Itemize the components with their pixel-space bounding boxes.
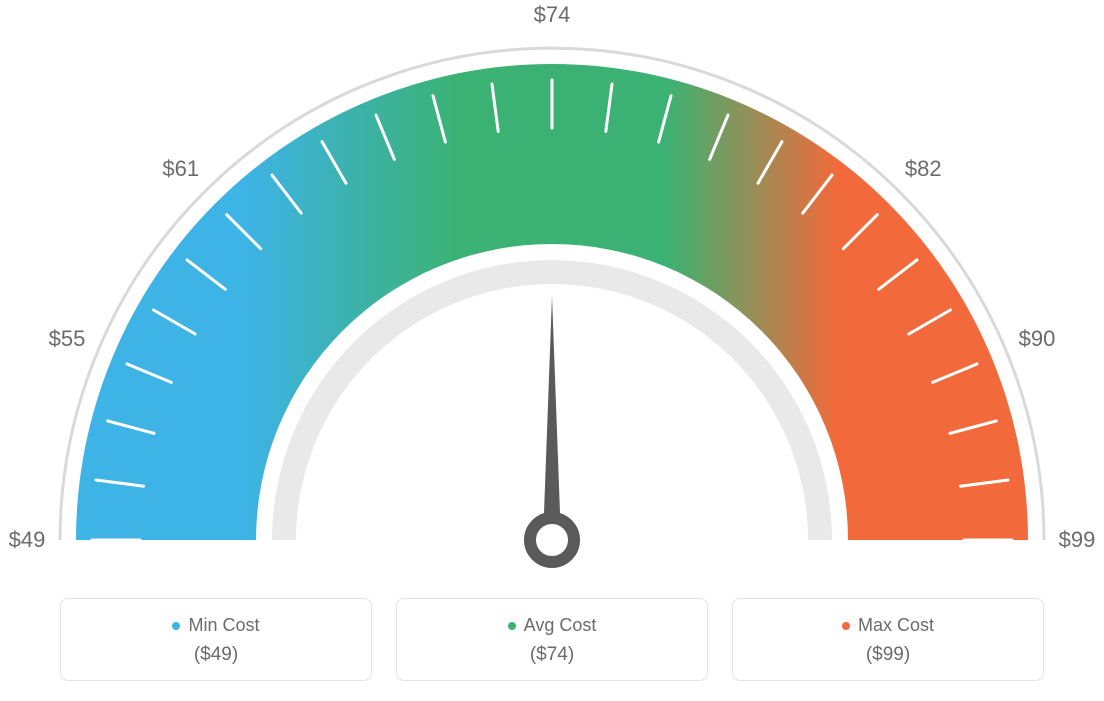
legend-label-min: Min Cost bbox=[188, 615, 259, 636]
gauge-tick-label: $74 bbox=[534, 2, 571, 28]
cost-gauge: $49$55$61$74$82$90$99 bbox=[20, 20, 1084, 580]
legend-card-min: Min Cost ($49) bbox=[60, 598, 372, 681]
legend-title-avg: Avg Cost bbox=[508, 615, 597, 636]
legend-dot-max bbox=[842, 622, 850, 630]
legend-value-avg: ($74) bbox=[407, 644, 697, 666]
legend-card-avg: Avg Cost ($74) bbox=[396, 598, 708, 681]
legend-label-max: Max Cost bbox=[858, 615, 934, 636]
gauge-tick-label: $49 bbox=[9, 527, 46, 553]
legend-value-min: ($49) bbox=[71, 644, 361, 666]
gauge-tick-label: $55 bbox=[49, 326, 86, 352]
gauge-svg bbox=[20, 20, 1084, 580]
legend-card-max: Max Cost ($99) bbox=[732, 598, 1044, 681]
legend-label-avg: Avg Cost bbox=[524, 615, 597, 636]
legend-title-max: Max Cost bbox=[842, 615, 934, 636]
legend-row: Min Cost ($49) Avg Cost ($74) Max Cost (… bbox=[60, 598, 1044, 681]
legend-value-max: ($99) bbox=[743, 644, 1033, 666]
legend-title-min: Min Cost bbox=[172, 615, 259, 636]
gauge-tick-label: $82 bbox=[905, 156, 942, 182]
legend-dot-avg bbox=[508, 622, 516, 630]
legend-dot-min bbox=[172, 622, 180, 630]
gauge-tick-label: $61 bbox=[162, 156, 199, 182]
gauge-tick-label: $90 bbox=[1019, 326, 1056, 352]
gauge-tick-label: $99 bbox=[1059, 527, 1096, 553]
